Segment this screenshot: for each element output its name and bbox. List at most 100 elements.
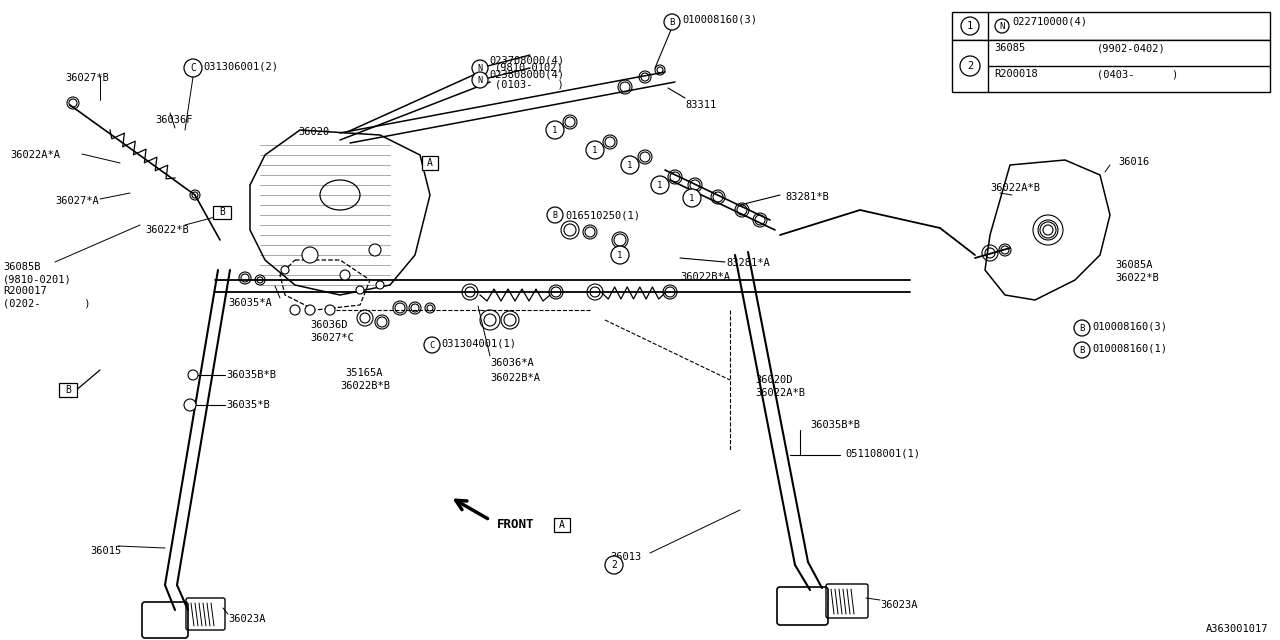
Text: C: C: [429, 340, 435, 349]
Text: 1: 1: [658, 180, 663, 189]
Text: 36035B*B: 36035B*B: [810, 420, 860, 430]
Text: 36020D: 36020D: [755, 375, 792, 385]
Text: 83281*A: 83281*A: [726, 258, 769, 268]
Circle shape: [547, 121, 564, 139]
Circle shape: [621, 156, 639, 174]
Text: B: B: [1079, 323, 1084, 333]
Text: 36035*B: 36035*B: [227, 400, 270, 410]
Text: N: N: [477, 63, 483, 72]
Text: 36022A*B: 36022A*B: [989, 183, 1039, 193]
Text: 2: 2: [611, 560, 617, 570]
Circle shape: [611, 246, 628, 264]
Text: (0403-      ): (0403- ): [1097, 69, 1179, 79]
Text: 36036F: 36036F: [155, 115, 192, 125]
Text: A: A: [559, 520, 564, 530]
Text: 2: 2: [966, 61, 973, 71]
Text: 022710000(4): 022710000(4): [1012, 16, 1087, 26]
Circle shape: [184, 59, 202, 77]
Text: 36022B*A: 36022B*A: [680, 272, 730, 282]
Circle shape: [995, 19, 1009, 33]
Text: 1: 1: [617, 250, 622, 259]
Circle shape: [424, 337, 440, 353]
Text: 031306001(2): 031306001(2): [204, 61, 278, 71]
Circle shape: [547, 207, 563, 223]
Circle shape: [291, 305, 300, 315]
Circle shape: [960, 56, 980, 76]
Text: 023708000(4): 023708000(4): [489, 55, 564, 65]
Text: 023808000(4): 023808000(4): [489, 69, 564, 79]
Text: B: B: [219, 207, 225, 217]
Text: 36022B*A: 36022B*A: [490, 373, 540, 383]
Text: 36035*A: 36035*A: [228, 298, 271, 308]
Circle shape: [282, 266, 289, 274]
Text: 36022A*A: 36022A*A: [10, 150, 60, 160]
Circle shape: [961, 17, 979, 35]
Text: 031304001(1): 031304001(1): [442, 338, 516, 348]
Text: 010008160(3): 010008160(3): [682, 14, 756, 24]
Text: 36027*B: 36027*B: [65, 73, 109, 83]
Text: N: N: [477, 76, 483, 84]
Text: (0103-    ): (0103- ): [495, 79, 563, 89]
Text: 36036*A: 36036*A: [490, 358, 534, 368]
Circle shape: [1074, 342, 1091, 358]
Text: A363001017: A363001017: [1206, 624, 1268, 634]
Circle shape: [302, 247, 317, 263]
Bar: [59, 383, 77, 397]
Text: 36035B*B: 36035B*B: [227, 370, 276, 380]
Circle shape: [356, 286, 364, 294]
Text: 36022B*B: 36022B*B: [340, 381, 390, 391]
Text: 36022*B: 36022*B: [1115, 273, 1158, 283]
Text: C: C: [189, 63, 196, 73]
Text: 36085: 36085: [995, 43, 1025, 53]
Circle shape: [340, 270, 349, 280]
Bar: [212, 205, 230, 218]
Text: 1: 1: [552, 125, 558, 134]
Text: 83281*B: 83281*B: [785, 192, 828, 202]
Circle shape: [684, 189, 701, 207]
Text: 36016: 36016: [1117, 157, 1149, 167]
Circle shape: [188, 370, 198, 380]
Text: 36036D: 36036D: [310, 320, 347, 330]
Text: 36022*B: 36022*B: [145, 225, 188, 235]
Text: R200018: R200018: [995, 69, 1038, 79]
Text: 36027*A: 36027*A: [55, 196, 99, 206]
Bar: [952, 12, 1270, 40]
Circle shape: [325, 305, 335, 315]
Text: B: B: [1079, 346, 1084, 355]
Text: 36027*C: 36027*C: [310, 333, 353, 343]
Text: 016510250(1): 016510250(1): [564, 210, 640, 220]
Circle shape: [664, 14, 680, 30]
Circle shape: [184, 399, 196, 411]
Text: 1: 1: [690, 193, 695, 202]
Text: (9810-0102): (9810-0102): [495, 62, 563, 72]
Text: 36020: 36020: [298, 127, 329, 137]
Circle shape: [652, 176, 669, 194]
Text: A: A: [428, 158, 433, 168]
Bar: [952, 40, 1270, 92]
Text: 36015: 36015: [90, 546, 122, 556]
Circle shape: [376, 281, 384, 289]
Circle shape: [1074, 320, 1091, 336]
Text: 010008160(1): 010008160(1): [1092, 343, 1167, 353]
Text: N: N: [1000, 22, 1005, 31]
Text: B: B: [553, 211, 558, 220]
Text: 1: 1: [966, 21, 973, 31]
Text: 010008160(3): 010008160(3): [1092, 321, 1167, 331]
Text: 36023A: 36023A: [228, 614, 265, 624]
Text: B: B: [65, 385, 70, 395]
Text: 36013: 36013: [611, 552, 641, 562]
Text: R200017: R200017: [3, 286, 47, 296]
Text: FRONT: FRONT: [497, 518, 535, 531]
Text: 36085B: 36085B: [3, 262, 41, 272]
Text: 1: 1: [627, 161, 632, 170]
Bar: [422, 156, 438, 170]
Circle shape: [586, 141, 604, 159]
Text: 83311: 83311: [685, 100, 717, 110]
Circle shape: [605, 556, 623, 574]
Text: (9902-0402): (9902-0402): [1097, 43, 1166, 53]
Text: 1: 1: [593, 145, 598, 154]
Text: 36022A*B: 36022A*B: [755, 388, 805, 398]
Circle shape: [305, 305, 315, 315]
Bar: [554, 518, 570, 532]
Text: 36085A: 36085A: [1115, 260, 1152, 270]
